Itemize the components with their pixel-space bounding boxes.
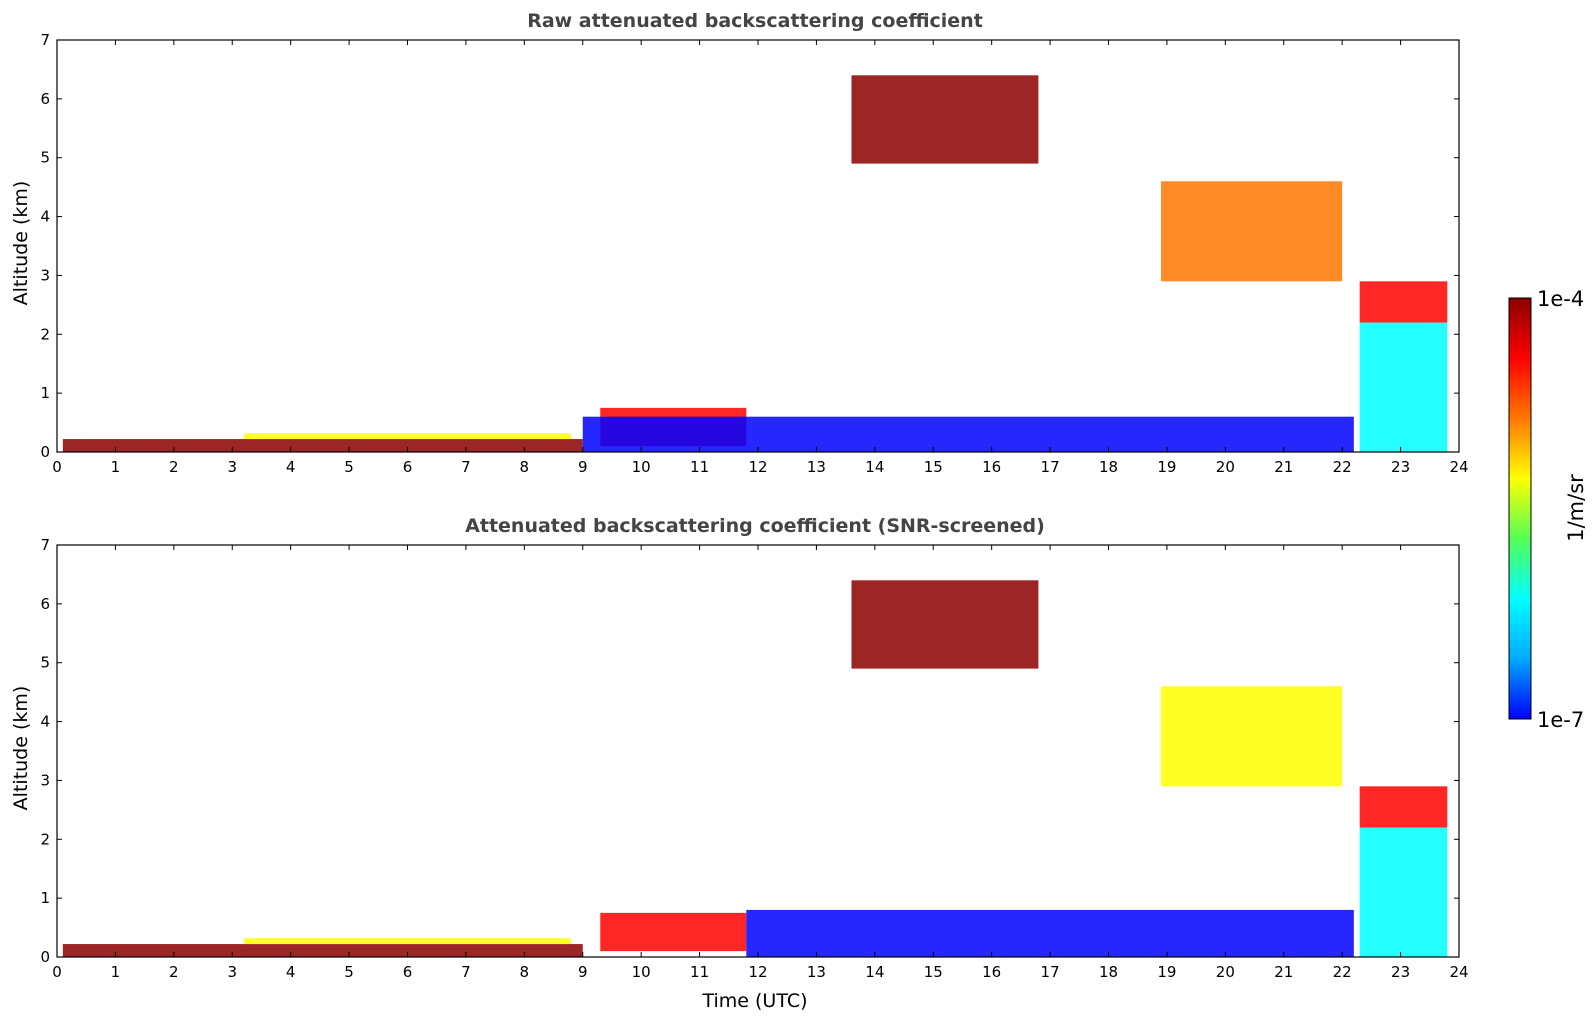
x-tick-label: 0: [52, 963, 62, 981]
x-tick-label: 12: [748, 458, 767, 476]
x-tick-label: 8: [520, 458, 530, 476]
x-tick-label: 11: [690, 458, 709, 476]
y-tick-label: 5: [40, 149, 50, 167]
x-tick-label: 2: [169, 963, 179, 981]
x-tick-label: 24: [1449, 963, 1468, 981]
x-tick-label: 4: [286, 458, 296, 476]
x-tick-label: 7: [461, 963, 471, 981]
x-tick-label: 20: [1216, 458, 1235, 476]
x-tick-label: 2: [169, 458, 179, 476]
feature-evening-precip: [1359, 322, 1448, 452]
feature-boundary-layer-top: [243, 433, 572, 440]
x-tick-label: 12: [748, 963, 767, 981]
x-tick-label: 17: [1041, 458, 1060, 476]
feature-cirrus-descending: [851, 580, 1039, 669]
x-tick-label: 16: [982, 458, 1001, 476]
panel-raw: Raw attenuated backscattering coefficien…: [10, 10, 1469, 476]
y-tick-label: 1: [40, 889, 50, 907]
x-tick-label: 14: [865, 458, 884, 476]
ticks-raw: 0 1 2 3 4 5 6 7 8 9 10 11 12 13 14 15 16 17 18 19 20 21 22 23 24…: [40, 31, 1468, 476]
y-tick-label: 1: [40, 384, 50, 402]
colorbar-unit-label: 1/m/sr: [1564, 474, 1588, 542]
x-tick-label: 23: [1391, 458, 1410, 476]
x-tick-label: 5: [344, 963, 354, 981]
x-tick-label: 16: [982, 963, 1001, 981]
y-axis-label-screened: Altitude (km): [10, 686, 32, 811]
y-tick-label: 0: [40, 948, 50, 966]
x-tick-label: 13: [807, 458, 826, 476]
x-tick-label: 24: [1449, 458, 1468, 476]
y-tick-label: 3: [40, 771, 50, 789]
x-tick-label: 6: [403, 963, 413, 981]
y-tick-label: 2: [40, 325, 50, 343]
x-tick-label: 21: [1274, 458, 1293, 476]
panel-title-screened: Attenuated backscattering coefficient (S…: [465, 515, 1045, 537]
x-tick-label: 14: [865, 963, 884, 981]
feature-mid-level-cloud: [1161, 686, 1343, 787]
x-tick-label: 18: [1099, 458, 1118, 476]
x-tick-label: 22: [1333, 458, 1352, 476]
feature-aerosol-plume-10h: [600, 912, 747, 952]
feature-evening-cloud-base: [1359, 786, 1448, 828]
feature-afternoon-low-layer: [746, 909, 1354, 957]
x-tick-label: 8: [520, 963, 530, 981]
x-tick-label: 23: [1391, 963, 1410, 981]
feature-mid-level-cloud: [1161, 181, 1343, 282]
feature-evening-cloud-base: [1359, 281, 1448, 323]
colorbar-min-label: 1e-7: [1537, 708, 1584, 732]
feature-afternoon-low-layer: [582, 416, 1354, 452]
x-tick-label: 18: [1099, 963, 1118, 981]
feature-boundary-layer-top: [243, 938, 572, 945]
y-tick-label: 7: [40, 536, 50, 554]
x-tick-label: 5: [344, 458, 354, 476]
feature-boundary-layer: [62, 439, 583, 452]
y-tick-label: 2: [40, 830, 50, 848]
x-tick-label: 0: [52, 458, 62, 476]
ticks-screened: 0 1 2 3 4 5 6 7 8 9 10 11 12 13 14 15 16 17 18 19 20 21 22 23 24…: [40, 536, 1468, 981]
x-tick-label: 1: [111, 963, 121, 981]
x-tick-label: 7: [461, 458, 471, 476]
x-tick-label: 4: [286, 963, 296, 981]
x-tick-label: 19: [1157, 963, 1176, 981]
plot-area-screened: [56, 544, 1460, 958]
x-tick-label: 11: [690, 963, 709, 981]
y-tick-label: 7: [40, 31, 50, 49]
plot-area-raw: [56, 39, 1460, 453]
colorbar: 1e-4 1e-7 1/m/sr: [1508, 287, 1588, 732]
x-tick-label: 19: [1157, 458, 1176, 476]
x-tick-label: 17: [1041, 963, 1060, 981]
x-tick-label: 3: [227, 963, 237, 981]
feature-boundary-layer: [62, 944, 583, 957]
x-tick-label: 10: [632, 458, 651, 476]
y-tick-label: 4: [40, 208, 50, 226]
colorbar-max-label: 1e-4: [1537, 287, 1584, 311]
panel-screened: Attenuated backscattering coefficient (S…: [10, 515, 1469, 1012]
panel-title-raw: Raw attenuated backscattering coefficien…: [527, 10, 983, 32]
y-tick-label: 6: [40, 595, 50, 613]
x-tick-label: 9: [578, 963, 588, 981]
x-tick-label: 3: [227, 458, 237, 476]
x-axis-label: Time (UTC): [701, 990, 807, 1012]
x-tick-label: 1: [111, 458, 121, 476]
y-axis-label-raw: Altitude (km): [10, 181, 32, 306]
x-tick-label: 22: [1333, 963, 1352, 981]
x-tick-label: 10: [632, 963, 651, 981]
feature-evening-precip: [1359, 827, 1448, 957]
x-tick-label: 9: [578, 458, 588, 476]
x-tick-label: 21: [1274, 963, 1293, 981]
x-tick-label: 15: [924, 963, 943, 981]
y-tick-label: 4: [40, 713, 50, 731]
y-tick-label: 6: [40, 90, 50, 108]
colorbar-bar: [1508, 297, 1532, 720]
y-tick-label: 3: [40, 266, 50, 284]
y-tick-label: 0: [40, 443, 50, 461]
x-tick-label: 13: [807, 963, 826, 981]
x-tick-label: 6: [403, 458, 413, 476]
x-tick-label: 15: [924, 458, 943, 476]
x-tick-label: 20: [1216, 963, 1235, 981]
y-tick-label: 5: [40, 654, 50, 672]
feature-cirrus-descending: [851, 75, 1039, 164]
